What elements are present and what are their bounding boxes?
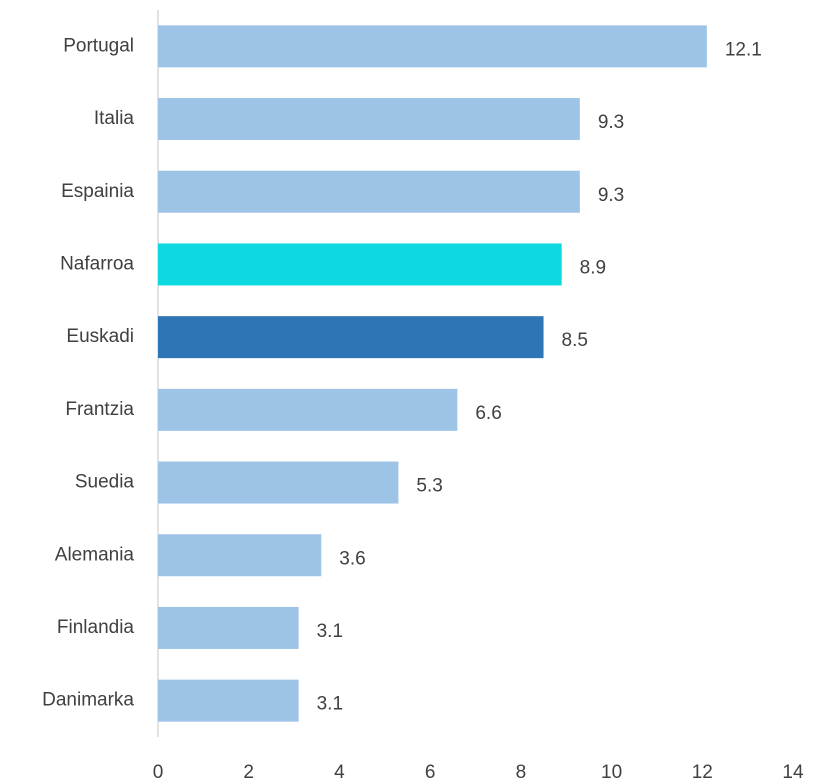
y-tick-label: Danimarka [42, 690, 134, 711]
x-tick-label: 2 [243, 762, 254, 783]
data-label: 9.3 [598, 112, 624, 133]
y-tick-label: Alemania [55, 544, 135, 565]
y-tick-label: Nafarroa [60, 253, 134, 274]
x-tick-label: 12 [692, 762, 713, 783]
y-tick-label: Portugal [63, 35, 134, 56]
x-tick-label: 14 [782, 762, 804, 783]
y-tick-label: Frantzia [65, 399, 134, 420]
data-label: 8.9 [580, 257, 606, 278]
data-label: 5.3 [416, 476, 442, 497]
x-tick-label: 8 [516, 762, 527, 783]
y-tick-label: Suedia [75, 472, 135, 493]
x-tick-label: 10 [601, 762, 622, 783]
x-tick-label: 0 [153, 762, 164, 783]
data-label: 3.1 [317, 694, 343, 715]
y-tick-label: Finlandia [57, 617, 135, 638]
bar [158, 679, 299, 722]
bar [158, 461, 399, 504]
bar [158, 25, 707, 68]
bar [158, 243, 562, 286]
data-label: 3.6 [339, 548, 365, 569]
data-label: 8.5 [562, 330, 588, 351]
y-tick-label: Euskadi [66, 326, 134, 347]
data-label: 6.6 [475, 403, 501, 424]
y-tick-label: Italia [94, 108, 135, 129]
data-label: 12.1 [725, 39, 762, 60]
x-tick-label: 6 [425, 762, 436, 783]
data-label: 9.3 [598, 185, 624, 206]
data-label: 3.1 [317, 621, 343, 642]
bar [158, 98, 580, 141]
bar [158, 316, 544, 359]
bar [158, 534, 322, 577]
bar [158, 388, 458, 431]
bar [158, 170, 580, 213]
x-tick-label: 4 [334, 762, 345, 783]
bar [158, 606, 299, 649]
y-tick-label: Espainia [61, 181, 134, 202]
